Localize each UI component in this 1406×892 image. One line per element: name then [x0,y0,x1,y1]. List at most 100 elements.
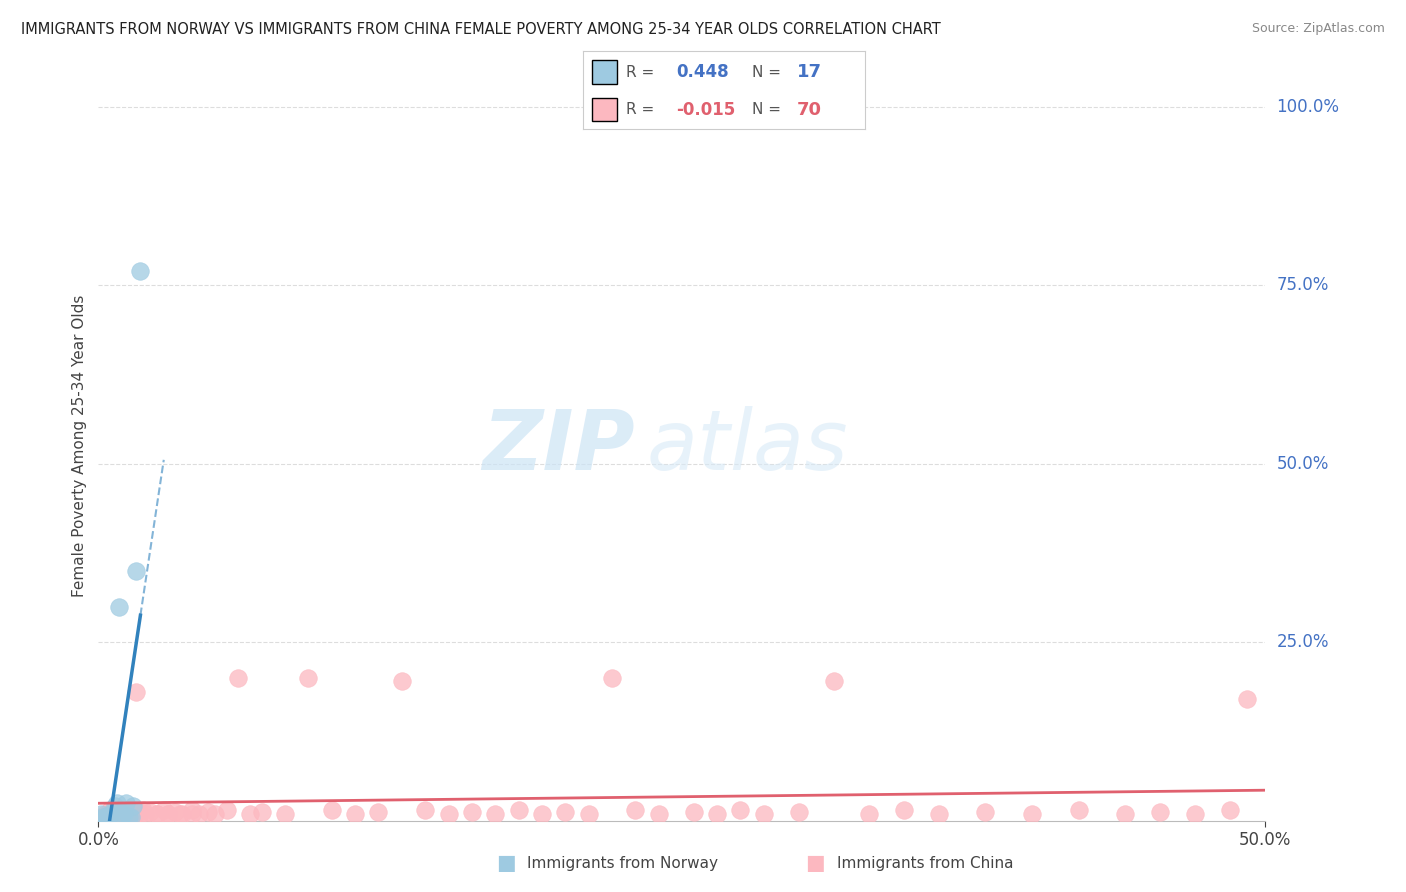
Point [125,564,148,578]
Text: 25.0%: 25.0% [1277,633,1329,651]
Point [1114,806,1136,821]
Point [105,805,128,819]
Text: R =: R = [626,103,654,117]
Point [120,806,142,821]
Text: Immigrants from Norway: Immigrants from Norway [527,856,718,871]
Point [600,671,623,685]
Point [152,803,174,817]
Text: 75.0%: 75.0% [1277,277,1329,294]
Point [125,685,148,699]
Point [752,806,775,821]
Point [104,806,127,821]
Point [730,803,752,817]
Point [250,805,273,819]
Point [508,803,530,817]
Point [108,803,131,817]
Point [115,796,138,810]
Point [111,806,134,821]
FancyBboxPatch shape [592,61,617,84]
Point [94,810,117,824]
Point [239,806,262,821]
Text: ZIP: ZIP [482,406,636,486]
Point [115,805,138,819]
Point [197,805,219,819]
Point [554,805,576,819]
Point [108,599,131,614]
Point [118,810,141,824]
Point [461,805,484,819]
Point [787,805,810,819]
Point [344,806,367,821]
Point [90,806,112,821]
Text: Source: ZipAtlas.com: Source: ZipAtlas.com [1251,22,1385,36]
Point [706,806,728,821]
Point [215,803,238,817]
Point [391,674,413,689]
Text: N =: N = [752,103,782,117]
Point [530,806,553,821]
Text: IMMIGRANTS FROM NORWAY VS IMMIGRANTS FROM CHINA FEMALE POVERTY AMONG 25-34 YEAR : IMMIGRANTS FROM NORWAY VS IMMIGRANTS FRO… [21,22,941,37]
Point [180,803,202,817]
Text: atlas: atlas [647,406,849,486]
Point [858,806,880,821]
Y-axis label: Female Poverty Among 25-34 Year Olds: Female Poverty Among 25-34 Year Olds [72,295,87,597]
Point [1067,803,1090,817]
Point [204,806,226,821]
Text: ■: ■ [806,854,825,873]
Point [112,808,135,822]
Point [484,806,506,821]
Point [1236,692,1258,706]
Point [129,806,152,821]
Text: 17: 17 [797,63,823,81]
Point [274,806,297,821]
Point [139,805,162,819]
Point [228,671,250,685]
Point [928,806,950,821]
Point [129,264,152,278]
Point [321,803,343,817]
Point [146,806,169,821]
Point [1021,806,1043,821]
Point [682,805,704,819]
Point [172,806,194,821]
Text: N =: N = [752,64,782,79]
Point [180,806,202,821]
Point [367,805,389,819]
Text: Immigrants from China: Immigrants from China [837,856,1014,871]
Point [122,808,145,822]
Point [146,806,169,821]
Point [97,808,120,822]
Point [101,806,124,821]
Text: ■: ■ [496,854,516,873]
Point [94,806,117,821]
Point [91,810,114,824]
Point [893,803,915,817]
Point [120,810,142,824]
FancyBboxPatch shape [592,98,617,121]
Point [127,805,149,819]
Point [169,806,191,821]
Point [97,810,120,824]
Point [105,796,128,810]
Point [1149,805,1171,819]
Text: R =: R = [626,64,654,79]
Point [132,803,155,817]
Point [297,671,319,685]
Point [101,805,124,819]
Point [157,806,180,821]
Point [104,799,127,814]
Point [437,806,460,821]
Point [157,806,180,821]
Point [1219,803,1241,817]
Point [98,803,121,817]
Point [1184,806,1206,821]
Point [98,806,121,821]
Point [624,803,647,817]
Text: 70: 70 [797,101,823,119]
Point [413,803,436,817]
Point [974,805,997,819]
Text: 50.0%: 50.0% [1277,455,1329,473]
Point [578,806,600,821]
Point [647,806,669,821]
Point [165,805,187,819]
